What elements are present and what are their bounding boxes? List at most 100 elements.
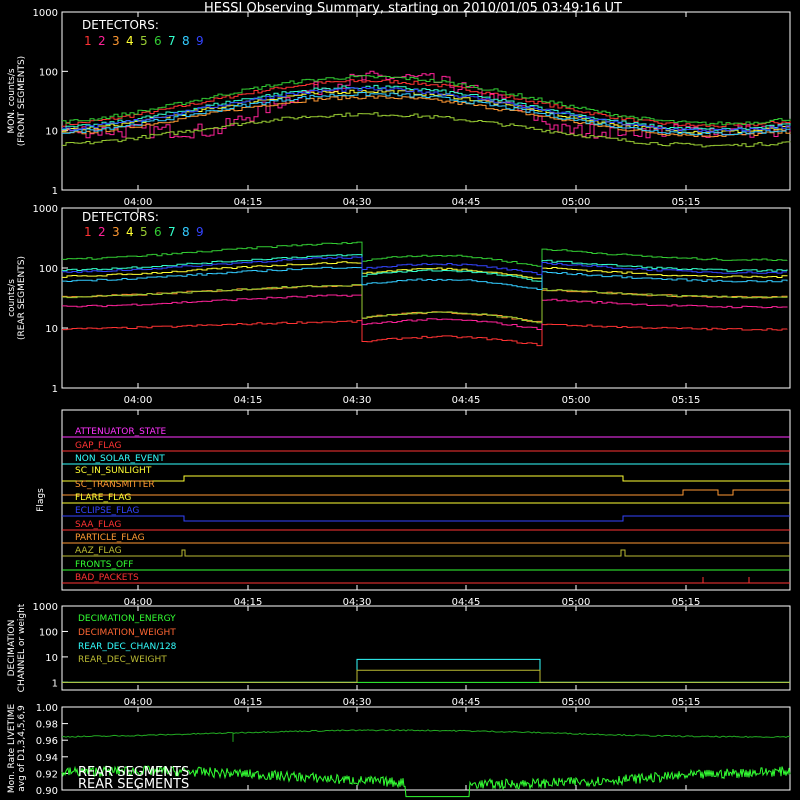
y-tick-label: 100: [39, 67, 58, 78]
series-7-line: [62, 84, 791, 132]
text-layer: 04:00 04:15 04:30 04:45 05:00 05:15 04:00 04:15…: [7, 8, 700, 797]
y-tick-label: 1000: [33, 602, 58, 613]
panel-frame: [61, 207, 791, 389]
y-axis-label: Mon. Rate LIVETIME: [7, 704, 17, 794]
x-tick-label: 04:45: [452, 395, 481, 406]
x-tick-label: 04:15: [234, 597, 263, 608]
x-tick-label: 04:15: [234, 197, 263, 208]
x-tick-label: 05:00: [562, 697, 591, 708]
y-axis-label: avg of D1,3,4,5,6,9: [17, 705, 27, 792]
flag-label: ATTENUATOR_STATE: [75, 427, 167, 437]
flag-label: ECLIPSE_FLAG: [75, 506, 139, 516]
x-tick-label: 04:00: [124, 395, 153, 406]
y-axis-label: (FRONT SEGMENTS): [17, 56, 27, 146]
legend-entry-5: 5: [140, 34, 148, 48]
y-axis-label: Flags: [36, 488, 46, 512]
y-tick-label: 1000: [33, 204, 58, 215]
data-layer: [61, 70, 791, 798]
legend-entry: REAR_DEC_CHAN/128: [78, 642, 177, 652]
y-axis-label: counts/s: [7, 279, 17, 317]
series-6-line: [62, 75, 791, 126]
legend-title: DETECTORS:: [82, 18, 159, 32]
y-axis-label: MON. counts/s: [7, 68, 17, 133]
legend-entry-7: 7: [168, 225, 176, 239]
y-axis-label: (REAR SEGMENTS): [17, 256, 27, 340]
x-tick-label: 04:30: [343, 395, 372, 406]
series-livetime-dark-line: [61, 729, 791, 742]
y-tick-label: 1.00: [36, 703, 58, 714]
x-tick-label: 04:15: [234, 697, 263, 708]
flag-label: FRONTS_OFF: [75, 560, 133, 570]
series-1-line: [62, 79, 791, 128]
series-8-line: [62, 266, 788, 290]
legend-entry-8: 8: [182, 34, 190, 48]
legend-entry-3: 3: [112, 34, 120, 48]
legend-entry-9: 9: [196, 225, 204, 239]
flag-line: [62, 515, 790, 522]
y-tick-label: 10: [45, 653, 58, 664]
x-tick-label: 04:30: [343, 597, 372, 608]
flag-label: GAP_FLAG: [75, 441, 121, 451]
series-livetime-bright-line: [61, 764, 791, 798]
flag-line: [62, 489, 790, 496]
series-1-line: [62, 320, 788, 347]
legend-entry-4: 4: [126, 225, 134, 239]
panel-frame: [61, 706, 791, 791]
legend-entry-2: 2: [98, 34, 106, 48]
x-tick-label: 04:45: [452, 197, 481, 208]
flag-line: [62, 577, 790, 584]
legend-entry-4: 4: [126, 34, 134, 48]
flag-label: SC_TRANSMITTER: [75, 480, 155, 490]
legend-entry-2: 2: [98, 225, 106, 239]
flag-line: [62, 475, 790, 482]
y-axis-label: DECIMATION: [7, 620, 17, 677]
panel-frame: [61, 11, 791, 191]
x-tick-label: 04:45: [452, 697, 481, 708]
x-tick-label: 05:00: [562, 197, 591, 208]
legend-entry: REAR_DEC_WEIGHT: [78, 655, 167, 665]
panel-frame: [61, 605, 791, 691]
legend-entry-7: 7: [168, 34, 176, 48]
flag-label: SAA_FLAG: [75, 520, 121, 530]
legend-entry-1: 1: [84, 225, 92, 239]
flag-line: [62, 549, 790, 557]
legend-entry-5: 5: [140, 225, 148, 239]
y-tick-label: 10: [45, 127, 58, 138]
y-tick-label: 10: [45, 324, 58, 335]
y-tick-label: 1: [52, 186, 58, 197]
x-tick-label: 04:45: [452, 597, 481, 608]
x-tick-label: 05:15: [672, 395, 701, 406]
x-tick-label: 05:00: [562, 597, 591, 608]
legend-entry-8: 8: [182, 225, 190, 239]
x-tick-label: 04:30: [343, 197, 372, 208]
flag-label: NON_SOLAR_EVENT: [75, 454, 165, 464]
flag-label: AAZ_FLAG: [75, 546, 122, 556]
axes-layer: [61, 11, 791, 791]
legend-entry-9: 9: [196, 34, 204, 48]
legend-title: DETECTORS:: [82, 210, 159, 224]
y-tick-label: 0.98: [36, 720, 58, 731]
x-tick-label: 04:15: [234, 395, 263, 406]
panel-frame: [61, 409, 791, 591]
flag-label: SC_IN_SUNLIGHT: [75, 466, 152, 476]
y-tick-label: 0.96: [36, 736, 58, 747]
y-tick-label: 100: [39, 264, 58, 275]
legend-entry: DECIMATION_WEIGHT: [78, 628, 176, 638]
legend-entry: DECIMATION_ENERGY: [78, 614, 176, 624]
series-rear-dec-chan-line: [62, 658, 790, 683]
x-tick-label: 05:00: [562, 395, 591, 406]
y-tick-label: 1: [52, 678, 58, 689]
x-tick-label: 04:00: [124, 197, 153, 208]
y-tick-label: 100: [39, 627, 58, 638]
legend-entry-3: 3: [112, 225, 120, 239]
y-tick-label: 1: [52, 384, 58, 395]
series-2-line: [62, 294, 788, 330]
legend-entry-6: 6: [154, 34, 162, 48]
flag-label: BAD_PACKETS: [75, 573, 139, 583]
legend-entry: REAR SEGMENTS: [78, 777, 189, 792]
legend-entry: REAR SEGMENTS: [78, 765, 189, 780]
y-axis-label: CHANNEL or weight: [17, 603, 27, 692]
series-5-line: [62, 112, 791, 148]
x-tick-label: 05:15: [672, 197, 701, 208]
